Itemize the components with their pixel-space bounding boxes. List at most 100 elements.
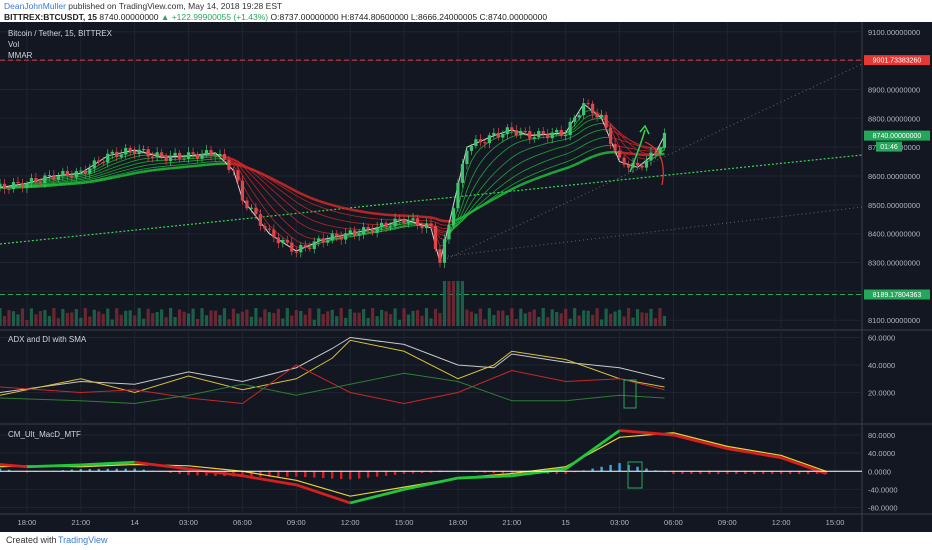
candle-body [213, 155, 218, 157]
candle-body [335, 233, 339, 237]
ribbon-segment [457, 204, 463, 218]
ribbon-segment [286, 185, 293, 191]
ribbon-segment [601, 136, 607, 139]
ribbon-segment [641, 152, 647, 155]
ribbon-segment [255, 187, 261, 194]
ribbon-segment [619, 138, 625, 145]
ribbon-segment [76, 180, 81, 182]
macd-highlight-box[interactable] [627, 461, 643, 489]
ribbon-segment [264, 219, 270, 226]
adx-axis[interactable]: 60.0000 40.0000 20.0000 [868, 334, 895, 398]
ribbon-segment [345, 220, 351, 223]
price-axis[interactable]: 9100.000000009000.000000008900.000000008… [868, 28, 920, 325]
ribbon-segment [493, 179, 499, 185]
candle-body [528, 131, 532, 139]
vol-indicator-label: Vol [8, 40, 19, 49]
ribbon-segment [493, 144, 499, 149]
macd-axis[interactable]: 80.0000 40.0000 0.0000 -40.0000 -80.0000 [868, 431, 898, 512]
ribbon-segment [466, 192, 472, 202]
macd-hist-bar [304, 471, 307, 478]
ribbon-segment [493, 193, 499, 197]
volume-bar [133, 315, 137, 326]
ribbon-segment [282, 229, 288, 234]
ribbon-segment [578, 136, 584, 140]
ribbon-segment [31, 183, 36, 186]
ribbon-segment [242, 164, 248, 169]
up-projection-arrow[interactable] [629, 129, 646, 173]
candle-body [281, 239, 285, 244]
ribbon-segment [300, 197, 306, 201]
ribbon-segment [565, 152, 571, 155]
candle-body [487, 135, 491, 144]
author-link[interactable]: DeanJohnMuller [4, 1, 66, 11]
lower-trendline[interactable] [439, 206, 863, 258]
volume-bar [182, 311, 186, 326]
ribbon-segment [551, 170, 558, 175]
macd-hist-bar [806, 471, 810, 474]
candle-body [173, 152, 177, 156]
volume-bar [173, 316, 177, 326]
ribbon-segment [116, 173, 122, 176]
ribbon-segment [314, 204, 319, 207]
ribbon-segment [363, 210, 369, 214]
support-trendline[interactable] [0, 154, 863, 245]
ribbon-segment [525, 148, 530, 151]
volume-bar [101, 313, 105, 326]
candle-body [604, 114, 608, 128]
volume-bar [366, 317, 370, 326]
adx-highlight-box[interactable] [623, 379, 637, 409]
ribbon-segment [561, 153, 566, 157]
ribbon-segment [538, 174, 544, 179]
ribbon-segment [659, 152, 665, 156]
chart-area[interactable]: 9100.000000009000.000000008900.000000008… [0, 22, 932, 532]
ribbon-segment [381, 230, 387, 232]
candle-body [294, 251, 298, 253]
ribbon-segment [318, 222, 324, 225]
ribbon-segment [632, 141, 638, 146]
candle-body [312, 241, 316, 250]
ribbon-segment [67, 180, 72, 182]
ribbon-segment [103, 166, 108, 169]
ribbon-segment [547, 141, 553, 144]
macd-hist-bar [771, 471, 774, 474]
ribbon-segment [619, 134, 625, 138]
ribbon-segment [480, 192, 486, 199]
ribbon-segment [511, 165, 517, 169]
down-projection-arrow[interactable] [644, 141, 664, 186]
volume-bar [227, 319, 231, 326]
macd-hist-bar [295, 471, 298, 477]
ribbon-segment [552, 140, 557, 143]
ribbon-segment [619, 139, 625, 142]
ribbon-segment [484, 188, 490, 194]
ribbon-segment [529, 138, 535, 140]
ribbon-segment [354, 235, 360, 237]
ribbon-segment [341, 227, 346, 229]
candle-body [411, 218, 415, 221]
time-axis[interactable]: 18:00 21:00 14 03:00 06:00 09:00 12:00 15:00 18:… [18, 518, 845, 527]
candle-body [70, 175, 74, 178]
ribbon-segment [646, 147, 652, 149]
ribbon-segment [592, 123, 598, 126]
macd-tick-label: -40.0000 [868, 485, 898, 494]
upper-trendline[interactable] [439, 63, 863, 263]
ribbon-segment [592, 153, 598, 158]
macd-hist-bar [366, 471, 370, 478]
time-tick-label: 14 [131, 518, 139, 527]
candle-body [537, 131, 541, 138]
chart-svg[interactable]: 9100.000000009000.000000008900.000000008… [0, 22, 932, 532]
macd-hist-bar [331, 471, 334, 479]
volume-bar [231, 308, 236, 326]
ribbon-segment [44, 183, 50, 185]
ribbon-segment [98, 178, 104, 182]
tradingview-brand-link[interactable]: TradingView [58, 535, 108, 545]
ribbon-segment [246, 182, 252, 190]
ribbon-segment [121, 163, 126, 166]
ribbon-segment [322, 201, 329, 205]
ribbon-segment [601, 151, 607, 155]
macd-hist-bar [402, 471, 406, 474]
ribbon-segment [76, 177, 81, 180]
ribbon-segment [98, 168, 104, 171]
macd-hist-bar [178, 471, 181, 474]
publish-info: published on TradingView.com, May 14, 20… [68, 1, 283, 11]
last-price-tag [864, 130, 930, 141]
